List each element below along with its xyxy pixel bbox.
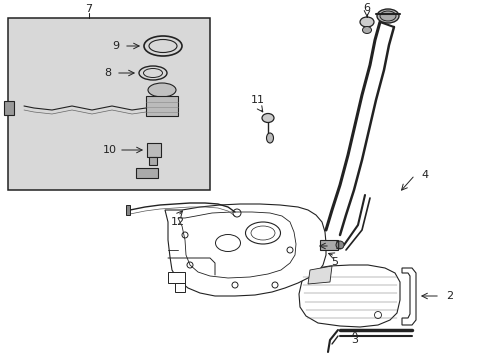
- Text: 8: 8: [104, 68, 111, 78]
- Text: 4: 4: [421, 170, 427, 180]
- Ellipse shape: [143, 36, 182, 56]
- Ellipse shape: [148, 83, 176, 97]
- Polygon shape: [126, 205, 130, 215]
- Polygon shape: [146, 96, 178, 116]
- Text: 7: 7: [85, 4, 92, 14]
- Text: 5: 5: [331, 257, 338, 267]
- Polygon shape: [319, 240, 337, 250]
- Ellipse shape: [379, 11, 395, 21]
- Ellipse shape: [376, 9, 398, 23]
- Ellipse shape: [143, 68, 162, 77]
- Polygon shape: [175, 283, 184, 292]
- Ellipse shape: [262, 113, 273, 122]
- Text: 6: 6: [363, 3, 370, 13]
- Polygon shape: [178, 212, 295, 278]
- Ellipse shape: [266, 133, 273, 143]
- Polygon shape: [136, 168, 158, 178]
- Polygon shape: [4, 101, 14, 115]
- Polygon shape: [164, 204, 325, 296]
- Polygon shape: [307, 266, 331, 284]
- Text: 12: 12: [171, 217, 184, 227]
- Ellipse shape: [335, 241, 343, 249]
- Text: 1: 1: [334, 241, 341, 251]
- Text: 9: 9: [112, 41, 120, 51]
- Text: 3: 3: [351, 335, 358, 345]
- Bar: [8, 18, 209, 190]
- Polygon shape: [401, 268, 415, 325]
- Polygon shape: [149, 157, 157, 165]
- Ellipse shape: [359, 17, 373, 27]
- Polygon shape: [298, 265, 399, 327]
- Ellipse shape: [149, 40, 177, 53]
- Ellipse shape: [362, 27, 371, 33]
- Ellipse shape: [139, 66, 167, 80]
- Text: 11: 11: [250, 95, 264, 105]
- Polygon shape: [147, 143, 161, 157]
- Text: 10: 10: [103, 145, 117, 155]
- Text: 2: 2: [446, 291, 453, 301]
- Polygon shape: [168, 272, 184, 283]
